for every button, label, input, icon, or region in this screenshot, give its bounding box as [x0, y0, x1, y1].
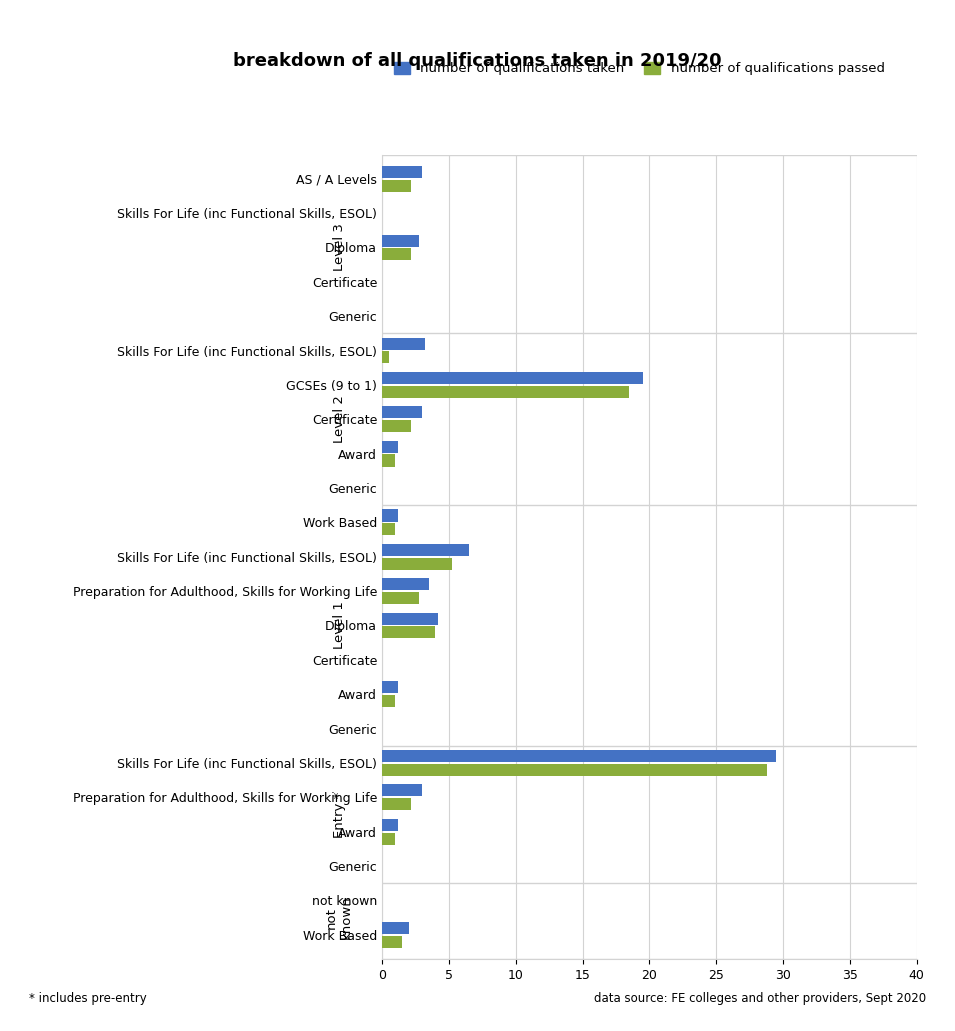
Bar [382, 681, 398, 693]
Bar [382, 455, 395, 466]
Bar [382, 166, 422, 177]
Bar [382, 819, 398, 831]
Text: Level 1: Level 1 [332, 601, 346, 650]
Bar [382, 764, 767, 775]
Bar [382, 179, 412, 192]
Text: not
known: not known [325, 896, 353, 939]
Bar [382, 578, 429, 590]
Bar [382, 922, 409, 934]
Bar [382, 421, 412, 432]
Bar [382, 386, 629, 398]
Bar [382, 833, 395, 844]
Text: data source: FE colleges and other providers, Sept 2020: data source: FE colleges and other provi… [594, 992, 926, 1005]
Text: Entry *: Entry * [332, 792, 346, 837]
Bar [382, 523, 395, 535]
Bar [382, 750, 776, 762]
Bar [382, 558, 452, 569]
Text: * includes pre-entry: * includes pre-entry [29, 992, 146, 1005]
Bar [382, 592, 419, 604]
Bar [382, 248, 412, 260]
Bar [382, 612, 438, 625]
Bar [382, 406, 422, 419]
Bar [382, 234, 419, 246]
Text: Level 3: Level 3 [332, 224, 346, 271]
Text: Level 2: Level 2 [332, 395, 346, 443]
Text: breakdown of all qualifications taken in 2019/20: breakdown of all qualifications taken in… [233, 52, 722, 69]
Bar [382, 626, 435, 638]
Bar [382, 372, 643, 384]
Legend: number of qualifications taken, number of qualifications passed: number of qualifications taken, number o… [389, 57, 890, 80]
Bar [382, 785, 422, 796]
Bar [382, 440, 398, 453]
Bar [382, 695, 395, 707]
Bar [382, 936, 402, 947]
Bar [382, 337, 425, 350]
Bar [382, 543, 469, 556]
Bar [382, 509, 398, 522]
Bar [382, 798, 412, 810]
Bar [382, 352, 389, 363]
